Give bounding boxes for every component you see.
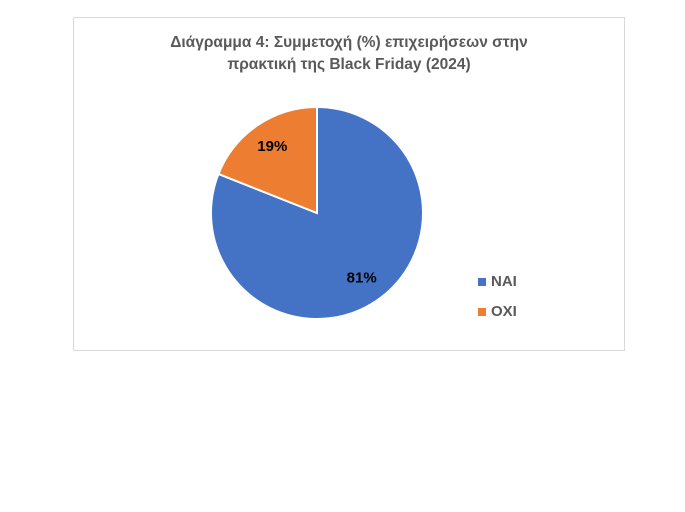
legend-swatch <box>478 278 486 286</box>
data-label: 19% <box>257 138 287 155</box>
legend-swatch <box>478 308 486 316</box>
legend-label: ΝΑΙ <box>491 273 517 290</box>
chart-frame <box>73 17 625 351</box>
legend-label: ΟΧΙ <box>491 303 517 320</box>
pie-slice <box>217 105 318 215</box>
chart-title: Διάγραμμα 4: Συμμετοχή (%) επιχειρήσεων … <box>170 34 528 73</box>
data-label: 81% <box>347 270 377 287</box>
